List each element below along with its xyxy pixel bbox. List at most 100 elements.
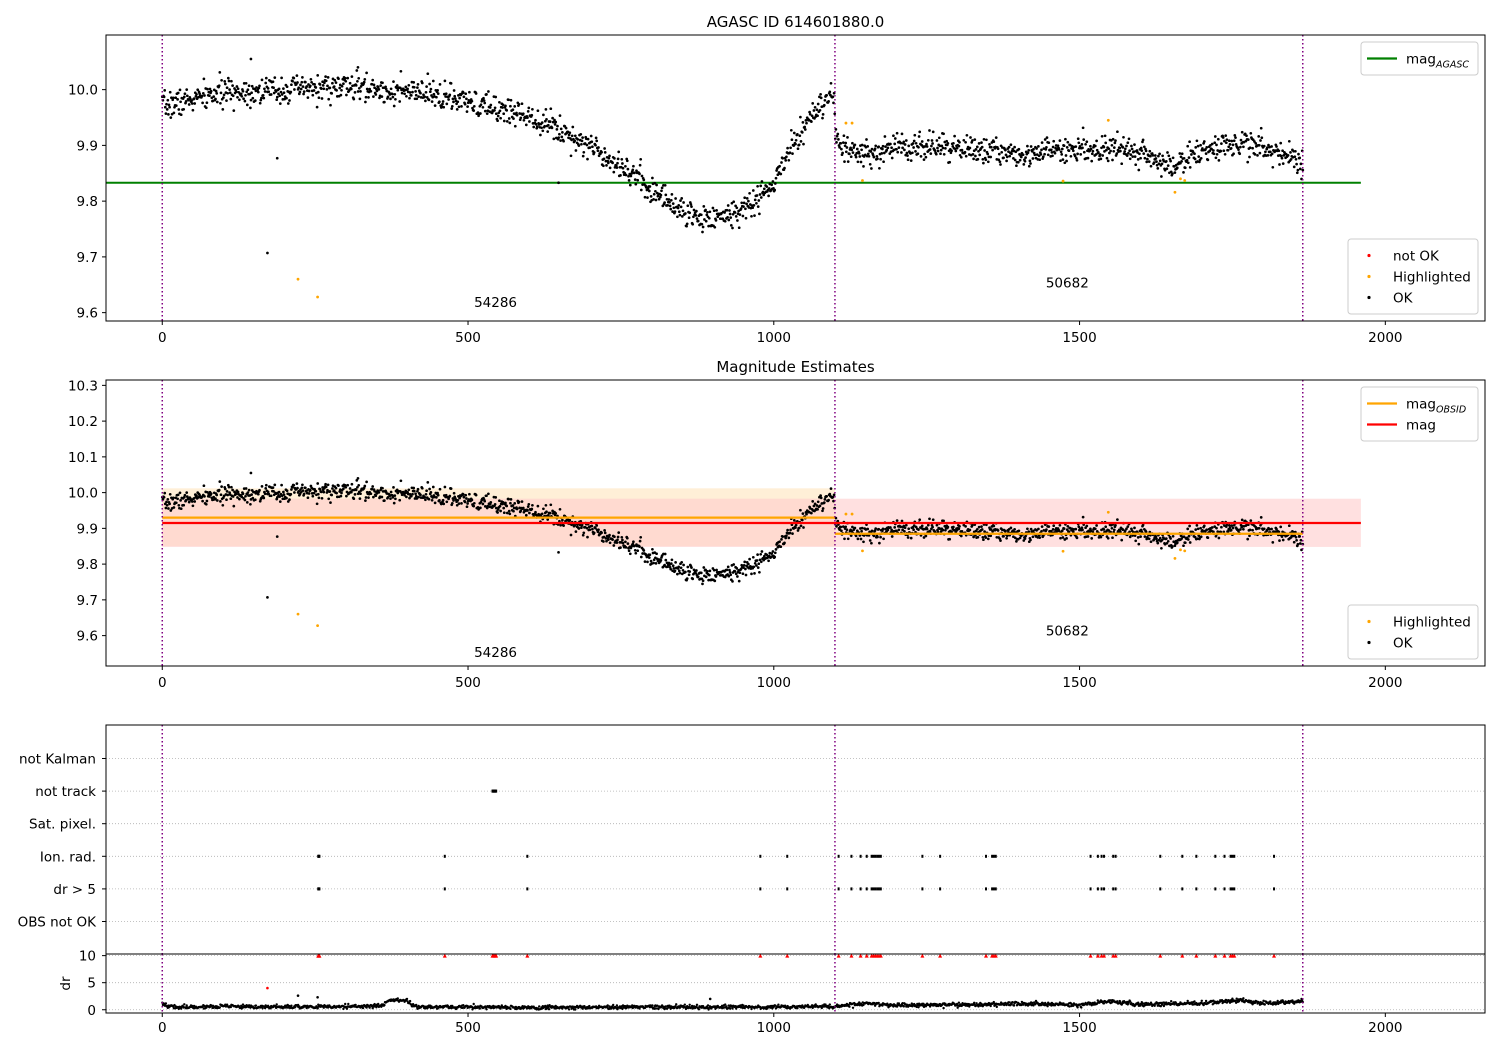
data-point bbox=[1231, 526, 1235, 530]
data-point bbox=[479, 506, 482, 510]
data-point bbox=[356, 485, 359, 489]
data-point bbox=[296, 81, 299, 84]
data-point bbox=[1064, 154, 1068, 157]
data-point bbox=[377, 88, 381, 91]
data-point bbox=[1129, 153, 1133, 156]
data-point bbox=[1215, 526, 1218, 530]
data-point bbox=[374, 93, 378, 96]
data-point bbox=[586, 157, 589, 161]
data-point bbox=[1142, 145, 1146, 149]
dr-point bbox=[371, 1007, 374, 1010]
data-point bbox=[576, 138, 580, 141]
data-point bbox=[603, 147, 606, 150]
data-point bbox=[938, 144, 942, 148]
data-point bbox=[1157, 154, 1160, 158]
data-point bbox=[485, 494, 488, 498]
data-point bbox=[174, 501, 178, 505]
data-point bbox=[794, 142, 797, 146]
data-point bbox=[986, 160, 990, 164]
data-point bbox=[1195, 524, 1199, 527]
data-point bbox=[288, 99, 291, 102]
y-tick-label: 9.9 bbox=[77, 521, 98, 537]
data-point bbox=[944, 528, 947, 532]
data-point bbox=[1287, 139, 1291, 143]
data-point bbox=[261, 93, 265, 97]
data-point bbox=[521, 112, 525, 116]
data-point bbox=[1155, 160, 1158, 163]
data-point bbox=[195, 92, 198, 96]
data-point bbox=[1026, 144, 1029, 148]
data-point bbox=[474, 92, 478, 95]
data-point bbox=[493, 502, 497, 506]
data-point bbox=[200, 94, 204, 98]
data-point bbox=[443, 79, 447, 83]
data-point bbox=[1149, 164, 1153, 168]
x-tick-label: 2000 bbox=[1368, 675, 1402, 691]
data-point bbox=[349, 490, 353, 494]
dr-point bbox=[180, 1007, 183, 1010]
data-point bbox=[165, 503, 169, 507]
data-point bbox=[810, 120, 813, 123]
flag-marker bbox=[1195, 854, 1198, 858]
data-point bbox=[799, 524, 803, 528]
data-point bbox=[758, 558, 762, 562]
data-point bbox=[1081, 146, 1084, 150]
data-point bbox=[840, 529, 843, 533]
flag-marker bbox=[1181, 887, 1184, 891]
data-point bbox=[282, 91, 286, 95]
data-point bbox=[472, 501, 476, 505]
data-point bbox=[367, 496, 370, 499]
data-point bbox=[753, 214, 756, 217]
data-point bbox=[342, 82, 345, 86]
plot-frame-0 bbox=[105, 34, 1486, 322]
data-point bbox=[1278, 163, 1281, 166]
data-point bbox=[256, 90, 260, 94]
data-point bbox=[559, 139, 562, 142]
data-point bbox=[1100, 146, 1103, 150]
data-point bbox=[765, 185, 769, 188]
data-point bbox=[1134, 539, 1138, 543]
data-point bbox=[980, 525, 983, 528]
dr-point bbox=[547, 1005, 550, 1009]
data-point bbox=[463, 102, 467, 106]
data-point bbox=[1012, 157, 1015, 160]
data-point bbox=[1127, 137, 1131, 141]
data-point bbox=[939, 148, 943, 152]
data-point bbox=[906, 154, 909, 157]
data-point bbox=[949, 151, 953, 155]
data-point bbox=[996, 147, 1000, 151]
data-point bbox=[917, 145, 920, 149]
data-point bbox=[899, 141, 903, 145]
data-point bbox=[834, 128, 838, 131]
dr-point bbox=[293, 1006, 297, 1009]
data-point bbox=[445, 102, 449, 106]
data-point bbox=[1160, 162, 1164, 166]
data-point bbox=[906, 536, 910, 539]
data-point bbox=[290, 488, 293, 491]
data-point bbox=[461, 493, 465, 496]
data-point bbox=[755, 564, 758, 567]
data-point bbox=[751, 189, 755, 192]
data-point bbox=[302, 492, 306, 496]
data-point bbox=[716, 215, 720, 219]
dr-point bbox=[777, 1003, 780, 1006]
data-point bbox=[608, 533, 611, 537]
data-point bbox=[811, 102, 815, 105]
data-point bbox=[815, 504, 819, 507]
data-point bbox=[234, 90, 238, 94]
data-point bbox=[1205, 146, 1209, 149]
data-point bbox=[551, 116, 554, 120]
data-point bbox=[1104, 525, 1108, 529]
data-point bbox=[342, 487, 345, 491]
data-point bbox=[731, 226, 734, 230]
data-point bbox=[256, 492, 260, 496]
data-point bbox=[1154, 157, 1158, 160]
data-point bbox=[185, 88, 189, 91]
data-point bbox=[1257, 135, 1261, 138]
data-point bbox=[1230, 524, 1234, 527]
data-point bbox=[821, 509, 824, 513]
data-point bbox=[821, 507, 825, 510]
data-point bbox=[1229, 528, 1233, 532]
outlier-point bbox=[275, 156, 279, 160]
